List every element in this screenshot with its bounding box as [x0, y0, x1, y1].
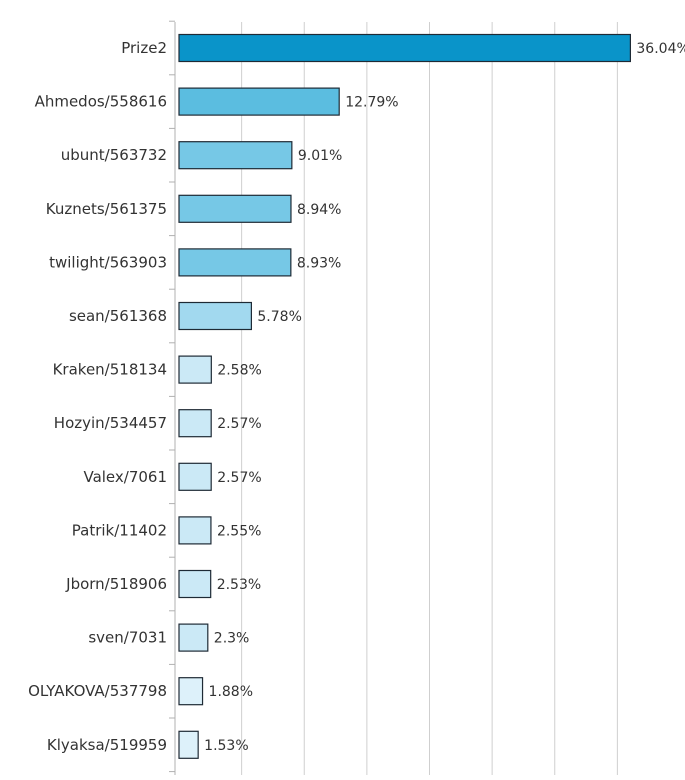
value-labels: 36.04% 12.79% 9.01% 8.94% 8.93% 5.78% 2.58% 2.5…	[204, 41, 685, 754]
value-label: 2.3%	[214, 631, 250, 647]
bar	[178, 516, 212, 545]
bar	[178, 730, 199, 759]
value-label: 1.53%	[204, 738, 248, 754]
category-label: Valex/7061	[83, 468, 167, 486]
value-label: 36.04%	[636, 41, 685, 57]
grid-lines	[241, 22, 618, 775]
bar	[178, 87, 340, 116]
value-label: 8.93%	[297, 255, 341, 271]
value-label: 2.57%	[217, 470, 261, 486]
value-label: 2.55%	[217, 523, 261, 539]
value-label: 9.01%	[298, 148, 342, 164]
category-label: Prize2	[121, 39, 167, 57]
category-label: Kuznets/561375	[46, 200, 167, 218]
category-label: Patrik/11402	[72, 521, 167, 539]
value-label: 5.78%	[257, 309, 301, 325]
bar	[178, 141, 293, 170]
value-label: 2.58%	[217, 363, 261, 379]
category-label: sven/7031	[88, 629, 167, 647]
category-label: sean/561368	[69, 307, 167, 325]
category-axis	[169, 20, 176, 775]
category-label: Kraken/518134	[53, 361, 167, 379]
bar	[178, 248, 292, 277]
category-label: ubunt/563732	[61, 146, 167, 164]
bar	[178, 677, 204, 706]
category-label: Ahmedos/558616	[35, 93, 167, 111]
bar	[178, 355, 212, 384]
value-label: 2.53%	[217, 577, 261, 593]
category-label: OLYAKOVA/537798	[28, 682, 167, 700]
bar	[178, 33, 632, 63]
category-label: Klyaksa/519959	[47, 736, 167, 754]
bar	[178, 301, 252, 331]
value-label: 2.57%	[217, 416, 261, 432]
bar	[178, 409, 212, 438]
bar	[178, 462, 212, 491]
category-label: Hozyin/534457	[54, 414, 167, 432]
value-label: 12.79%	[345, 95, 398, 111]
bar	[178, 623, 209, 652]
value-label: 1.88%	[209, 684, 253, 700]
category-labels: Prize2 Ahmedos/558616 ubunt/563732 Kuznets/…	[28, 39, 167, 754]
bar	[178, 569, 212, 599]
value-label: 8.94%	[297, 202, 341, 218]
bar	[178, 194, 292, 223]
category-label: Jborn/518906	[65, 575, 167, 593]
category-label: twilight/563903	[49, 253, 167, 271]
bars	[178, 33, 632, 759]
